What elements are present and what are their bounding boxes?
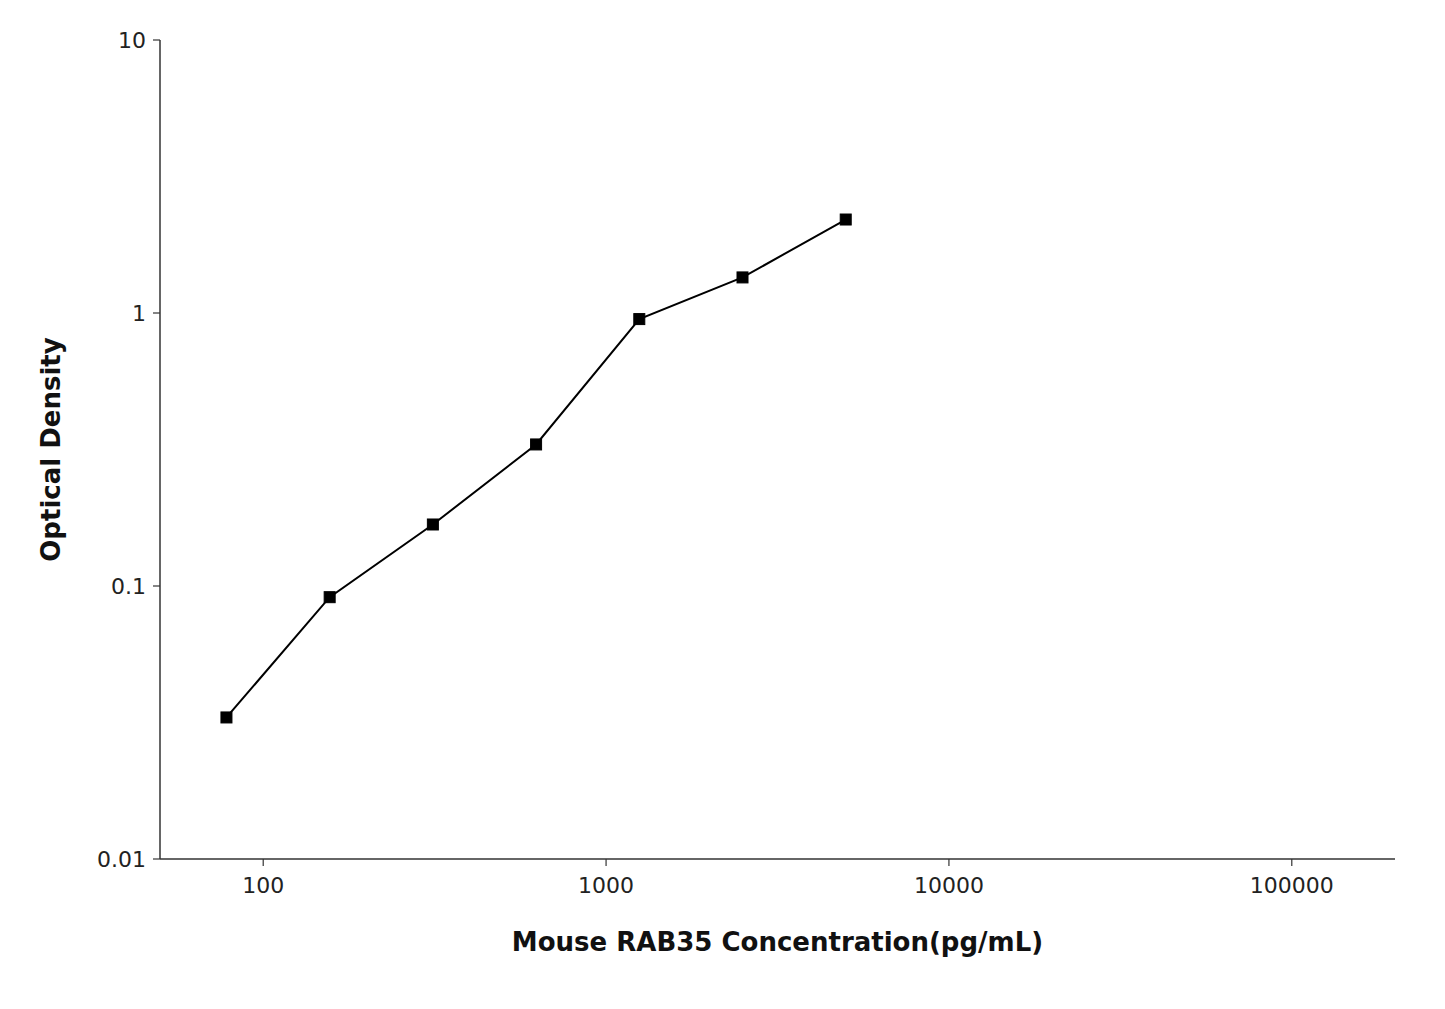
- x-axis-line: [160, 858, 1395, 860]
- y-tick: [153, 39, 160, 40]
- data-line: [226, 220, 845, 718]
- y-axis-label: Optical Density: [36, 337, 66, 562]
- x-tick: [263, 859, 264, 866]
- x-tick: [1291, 859, 1292, 866]
- y-tick: [153, 585, 160, 586]
- data-point: [737, 272, 748, 283]
- data-point: [634, 314, 645, 325]
- y-tick-label: 10: [118, 28, 146, 53]
- x-tick-label: 100000: [1250, 873, 1334, 898]
- plot-area: [221, 214, 851, 723]
- y-tick-label: 0.01: [97, 847, 146, 872]
- chart-svg: 100 1000 10000 100000 0.01 0.1 1 10 Mouse RAB35 …: [0, 0, 1445, 1009]
- data-point: [427, 519, 438, 530]
- y-tick: [153, 312, 160, 313]
- data-point: [531, 439, 542, 450]
- x-tick-label: 10000: [914, 873, 984, 898]
- x-tick: [605, 859, 606, 866]
- x-tick: [948, 859, 949, 866]
- chart-container: 100 1000 10000 100000 0.01 0.1 1 10 Mouse RAB35 …: [0, 0, 1445, 1009]
- data-point: [221, 712, 232, 723]
- data-point: [840, 214, 851, 225]
- data-point: [324, 592, 335, 603]
- x-axis-label: Mouse RAB35 Concentration(pg/mL): [512, 927, 1043, 957]
- y-tick: [153, 858, 160, 859]
- x-tick-label: 100: [242, 873, 284, 898]
- y-tick-label: 0.1: [111, 574, 146, 599]
- y-tick-label: 1: [132, 301, 146, 326]
- y-axis-line: [159, 40, 161, 859]
- axes: 100 1000 10000 100000 0.01 0.1 1 10: [97, 28, 1395, 898]
- x-tick-label: 1000: [578, 873, 634, 898]
